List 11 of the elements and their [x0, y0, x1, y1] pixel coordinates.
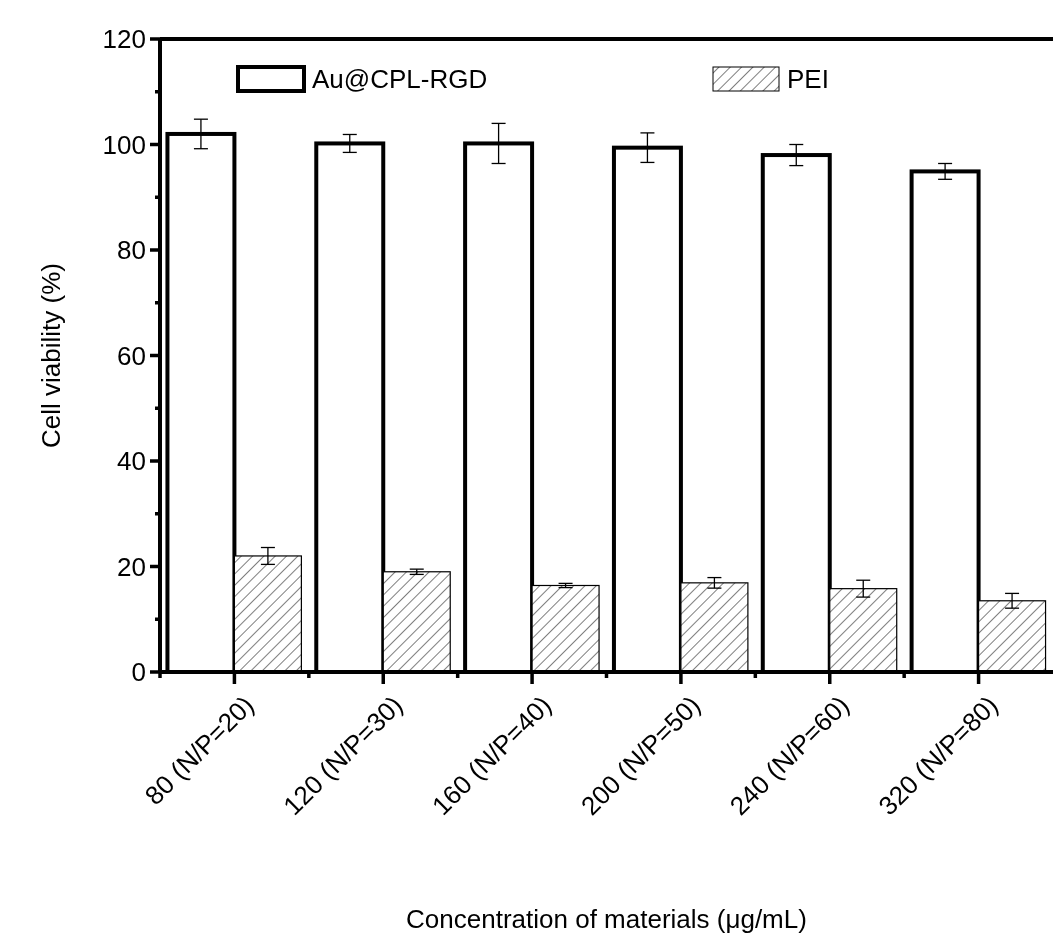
y-tick-label: 120 [102, 24, 146, 55]
y-axis-title: Cell viability (%) [36, 263, 66, 448]
y-tick-label: 40 [117, 446, 146, 477]
x-axis-title: Concentration of materials (μg/mL) [406, 904, 807, 934]
legend-label: Au@CPL-RGD [312, 64, 488, 95]
y-tick-label: 0 [131, 657, 146, 688]
y-tick-label: 20 [117, 551, 146, 582]
y-tick-label: 100 [102, 129, 146, 160]
y-tick-label: 60 [117, 340, 146, 371]
legend-label: PEI [787, 64, 829, 95]
y-tick-label: 80 [117, 235, 146, 266]
